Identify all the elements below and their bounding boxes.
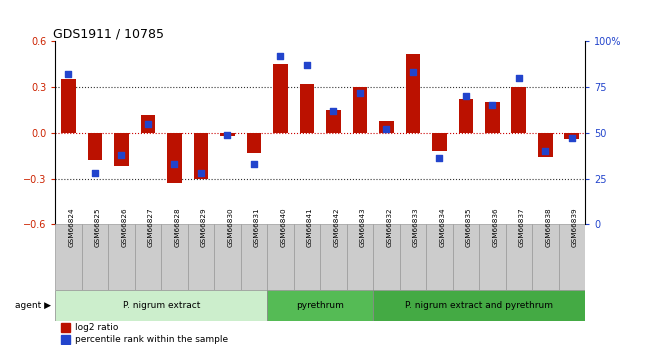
Point <box>461 93 471 99</box>
Text: P. nigrum extract and pyrethrum: P. nigrum extract and pyrethrum <box>405 301 553 310</box>
Point <box>355 90 365 95</box>
Bar <box>194 133 208 179</box>
Bar <box>140 115 155 133</box>
Text: GSM66841: GSM66841 <box>307 207 313 247</box>
Point <box>169 161 179 167</box>
Bar <box>532 224 558 290</box>
Bar <box>558 224 585 290</box>
Bar <box>60 335 70 344</box>
Text: GSM66825: GSM66825 <box>95 207 101 247</box>
Bar <box>220 133 235 136</box>
Text: agent ▶: agent ▶ <box>15 301 51 310</box>
Bar <box>346 224 373 290</box>
Bar <box>267 224 294 290</box>
Bar <box>564 133 579 139</box>
Bar <box>352 87 367 133</box>
Bar <box>400 224 426 290</box>
Text: GSM66839: GSM66839 <box>572 207 578 247</box>
Text: P. nigrum extract: P. nigrum extract <box>122 301 200 310</box>
Bar <box>485 102 500 133</box>
Bar <box>55 290 267 321</box>
Bar <box>538 133 552 157</box>
Point <box>249 161 259 167</box>
Bar <box>452 224 479 290</box>
Bar <box>214 224 240 290</box>
Point <box>116 152 127 158</box>
Text: GSM66827: GSM66827 <box>148 207 154 247</box>
Text: GSM66828: GSM66828 <box>174 207 181 247</box>
Bar <box>267 290 373 321</box>
Text: GSM66842: GSM66842 <box>333 207 339 247</box>
Point <box>540 148 551 154</box>
Text: GSM66826: GSM66826 <box>122 207 127 247</box>
Point <box>408 70 418 75</box>
Bar <box>432 133 447 151</box>
Text: GSM66837: GSM66837 <box>519 207 525 247</box>
Text: GSM66833: GSM66833 <box>413 207 419 247</box>
Bar <box>61 79 76 133</box>
Bar <box>167 133 182 183</box>
Text: GSM66834: GSM66834 <box>439 207 445 247</box>
Point <box>275 53 285 59</box>
Text: GSM66840: GSM66840 <box>280 207 287 247</box>
Text: GSM66832: GSM66832 <box>386 207 393 247</box>
Bar <box>88 133 102 160</box>
Text: GSM66831: GSM66831 <box>254 207 260 247</box>
Point <box>90 170 100 176</box>
Text: GDS1911 / 10785: GDS1911 / 10785 <box>53 27 164 40</box>
Bar <box>188 224 215 290</box>
Text: GSM66824: GSM66824 <box>68 207 75 247</box>
Point <box>222 132 233 137</box>
Text: GSM66838: GSM66838 <box>545 207 551 247</box>
Bar <box>108 224 135 290</box>
Bar <box>373 290 585 321</box>
Bar <box>294 224 320 290</box>
Bar <box>506 224 532 290</box>
Bar <box>240 224 267 290</box>
Bar <box>426 224 452 290</box>
Bar <box>512 87 526 133</box>
Point <box>196 170 206 176</box>
Bar <box>273 64 288 133</box>
Text: GSM66843: GSM66843 <box>360 207 366 247</box>
Point <box>63 71 73 77</box>
Point <box>514 75 524 81</box>
Bar <box>135 224 161 290</box>
Text: GSM66836: GSM66836 <box>492 207 499 247</box>
Bar <box>161 224 188 290</box>
Point <box>434 156 445 161</box>
Point <box>487 102 497 108</box>
Bar <box>55 224 82 290</box>
Bar <box>60 323 70 332</box>
Point <box>302 62 312 68</box>
Text: GSM66835: GSM66835 <box>466 207 472 247</box>
Point <box>567 136 577 141</box>
Text: GSM66830: GSM66830 <box>227 207 233 247</box>
Point <box>143 121 153 127</box>
Bar <box>379 121 394 133</box>
Point <box>381 126 391 132</box>
Bar <box>373 224 400 290</box>
Text: GSM66829: GSM66829 <box>201 207 207 247</box>
Bar <box>326 110 341 133</box>
Bar <box>479 224 506 290</box>
Text: pyrethrum: pyrethrum <box>296 301 344 310</box>
Point <box>328 108 339 114</box>
Bar <box>300 84 314 133</box>
Bar <box>458 99 473 133</box>
Bar <box>82 224 108 290</box>
Bar <box>406 53 420 133</box>
Bar <box>114 133 129 166</box>
Bar <box>320 224 346 290</box>
Text: percentile rank within the sample: percentile rank within the sample <box>75 335 229 344</box>
Bar <box>246 133 261 152</box>
Text: log2 ratio: log2 ratio <box>75 323 119 332</box>
